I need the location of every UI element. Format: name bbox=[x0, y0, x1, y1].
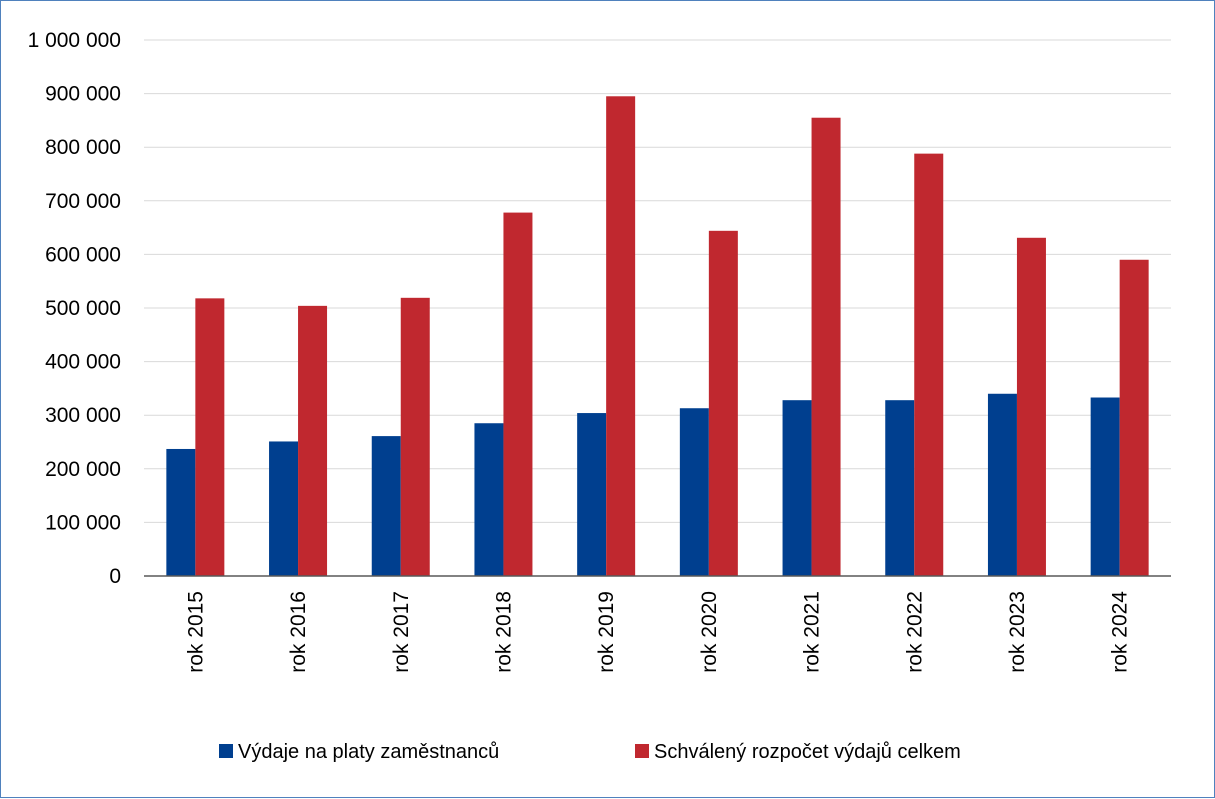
legend: Výdaje na platy zaměstnanců Schválený roz… bbox=[219, 741, 961, 763]
bar-salary-expenses bbox=[371, 436, 401, 576]
x-category-label: rok 2021 bbox=[801, 591, 824, 673]
bar-salary-expenses bbox=[987, 393, 1017, 576]
y-axis-ticks: 0 100 000 200 000 300 000 400 000 500 000 600 … bbox=[28, 29, 121, 588]
bar-approved-budget bbox=[811, 117, 841, 576]
legend-swatch-salary-expenses bbox=[219, 744, 233, 758]
bar-approved-budget bbox=[708, 230, 738, 577]
bar-salary-expenses bbox=[679, 408, 709, 576]
legend-swatch-approved-budget bbox=[635, 744, 649, 758]
x-category-label: rok 2019 bbox=[595, 591, 618, 673]
bar-salary-expenses bbox=[1090, 397, 1120, 576]
x-category-label: rok 2018 bbox=[492, 591, 515, 673]
bar-salary-expenses bbox=[166, 448, 196, 576]
bars bbox=[166, 96, 1149, 577]
bar-salary-expenses bbox=[782, 400, 812, 576]
y-tick-label: 1 000 000 bbox=[28, 29, 121, 52]
y-tick-label: 100 000 bbox=[45, 511, 121, 534]
y-tick-label: 200 000 bbox=[45, 458, 121, 481]
y-tick-label: 300 000 bbox=[45, 404, 121, 427]
x-category-label: rok 2015 bbox=[184, 591, 207, 673]
legend-label-salary-expenses: Výdaje na platy zaměstnanců bbox=[238, 741, 499, 763]
y-tick-label: 500 000 bbox=[45, 297, 121, 320]
bar-salary-expenses bbox=[474, 423, 504, 576]
x-category-label: rok 2017 bbox=[390, 591, 413, 673]
y-tick-label: 900 000 bbox=[45, 83, 121, 106]
x-category-label: rok 2024 bbox=[1109, 591, 1132, 673]
bar-approved-budget bbox=[400, 297, 430, 576]
bar-salary-expenses bbox=[885, 400, 915, 576]
y-tick-label: 0 bbox=[109, 565, 121, 588]
y-tick-label: 800 000 bbox=[45, 136, 121, 159]
bar-approved-budget bbox=[503, 212, 533, 577]
bar-approved-budget bbox=[606, 96, 636, 576]
bar-approved-budget bbox=[1016, 237, 1046, 576]
y-tick-label: 400 000 bbox=[45, 351, 121, 374]
bar-salary-expenses bbox=[577, 413, 607, 576]
bar-approved-budget bbox=[914, 153, 944, 576]
x-category-label: rok 2022 bbox=[903, 591, 926, 673]
y-tick-label: 600 000 bbox=[45, 243, 121, 266]
bar-approved-budget bbox=[1119, 259, 1149, 576]
bar-approved-budget bbox=[195, 298, 225, 576]
category-labels: rok 2015 rok 2016 rok 2017 rok 2018 rok 2019… bbox=[184, 591, 1131, 673]
x-category-label: rok 2023 bbox=[1006, 591, 1029, 673]
bar-approved-budget bbox=[298, 305, 328, 576]
bar-salary-expenses bbox=[269, 441, 299, 576]
x-category-label: rok 2020 bbox=[698, 591, 721, 673]
legend-label-approved-budget: Schválený rozpočet výdajů celkem bbox=[654, 741, 961, 763]
x-category-label: rok 2016 bbox=[287, 591, 310, 673]
y-tick-label: 700 000 bbox=[45, 190, 121, 213]
